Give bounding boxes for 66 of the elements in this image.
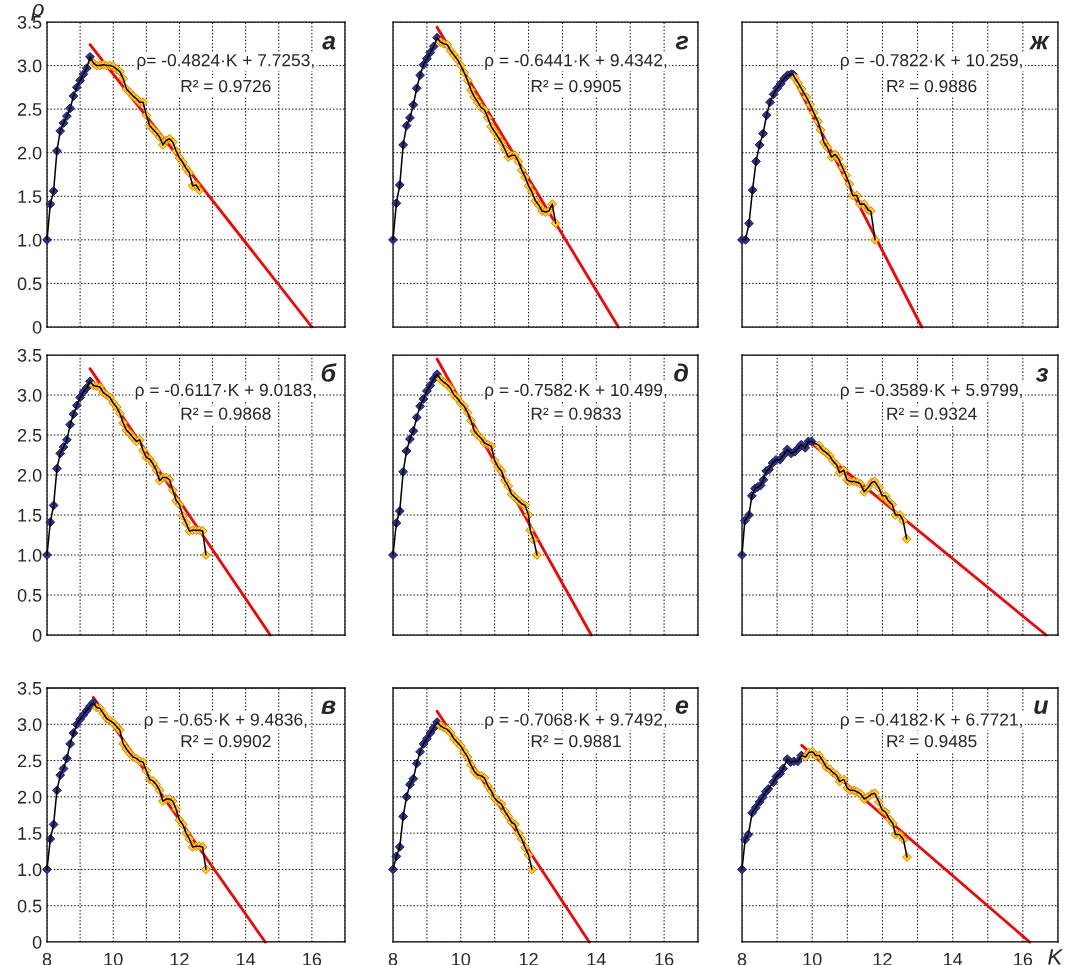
annotation: R² = 0.9886 (887, 79, 977, 93)
annotation: R² = 0.9868 (181, 407, 271, 420)
chart-title: д (674, 363, 688, 382)
y-tick-label: 2.5 (17, 754, 42, 768)
y-tick-label: 2.5 (17, 103, 42, 116)
annotation: ρ = -0.7822·K + 10.259, (840, 54, 1022, 70)
x-tick-label: 10 (803, 952, 822, 965)
x-tick-label: 12 (873, 952, 892, 965)
y-tick-label: 2.0 (17, 790, 42, 804)
x-tick-label: 14 (237, 953, 256, 965)
annotation: ρ = -0.65·K + 9.4836, (144, 713, 307, 730)
y-tick-label: 1.0 (18, 548, 42, 562)
chart-title: з (1035, 368, 1048, 382)
y-tick-label: 0.5 (17, 277, 42, 291)
x-tick-label: 12 (170, 952, 189, 965)
y-tick-label: 0 (32, 320, 42, 334)
chart-title: а (322, 35, 336, 50)
y-tick-label: 3.0 (17, 388, 42, 402)
y-tick-label: 3.0 (17, 718, 42, 732)
y-tick-label: 0.5 (17, 899, 42, 913)
x-tick-label: 16 (1014, 952, 1033, 965)
y-tick-label: 2.0 (17, 468, 42, 482)
x-tick-label: 8 (388, 952, 398, 965)
y-tick-label: 3.5 (17, 348, 42, 362)
y-tick-label: 0 (32, 935, 42, 949)
annotation: R² = 0.9833 (531, 407, 621, 420)
annotation: ρ = -0.7582·K + 10.499, (485, 383, 667, 400)
y-tick-label: 1.5 (18, 509, 42, 522)
y-tick-label: 3.5 (17, 681, 42, 695)
annotation: R² = 0.9485 (887, 734, 977, 748)
annotation: ρ = -0.7068·K + 9.7492, (485, 713, 667, 730)
annotation: ρ = -0.6441·K + 9.4342, (485, 54, 667, 70)
chart-title: в (321, 700, 336, 714)
y-tick-label: 3.0 (17, 59, 42, 73)
x-tick-label: 16 (655, 952, 674, 965)
x-tick-label: 12 (519, 952, 538, 965)
annotation: R² = 0.9324 (887, 407, 977, 420)
annotation: ρ = -0.3589·K + 5.9799, (840, 383, 1022, 400)
chart-title: б (321, 363, 337, 382)
y-tick-label: 0 (32, 628, 42, 642)
annotation: ρ = -0.4182·K + 6.7721, (840, 713, 1022, 730)
y-tick-label: 1.5 (18, 190, 42, 204)
y-tick-label: 1.0 (18, 863, 42, 877)
chart-title: и (1034, 700, 1049, 714)
x-tick-label: 14 (587, 953, 606, 965)
y-tick-label: 1.0 (18, 233, 42, 247)
x-axis-title: K (1048, 949, 1064, 965)
x-tick-label: 10 (452, 952, 471, 965)
y-tick-label: 1.5 (18, 827, 42, 840)
annotation: R² = 0.9905 (531, 79, 621, 93)
x-tick-label: 10 (104, 952, 123, 965)
x-tick-label: 16 (303, 952, 322, 965)
chart-title: ж (1028, 36, 1050, 50)
annotation: R² = 0.9881 (531, 734, 621, 748)
annotation: R² = 0.9726 (181, 79, 271, 93)
y-tick-label: 0.5 (17, 588, 42, 602)
x-tick-label: 8 (737, 952, 747, 965)
x-tick-label: 8 (42, 952, 52, 965)
annotation: ρ = -0.6117·K + 9.0183, (135, 383, 316, 400)
chart-title: е (675, 700, 689, 714)
y-tick-label: 2.5 (17, 428, 42, 442)
chart-title: г (675, 35, 689, 50)
x-tick-label: 14 (944, 953, 963, 965)
annotation: R² = 0.9902 (181, 734, 271, 748)
annotation: ρ= -0.4824·K + 7.7253, (137, 54, 314, 70)
y-tick-label: 2.0 (17, 146, 42, 160)
